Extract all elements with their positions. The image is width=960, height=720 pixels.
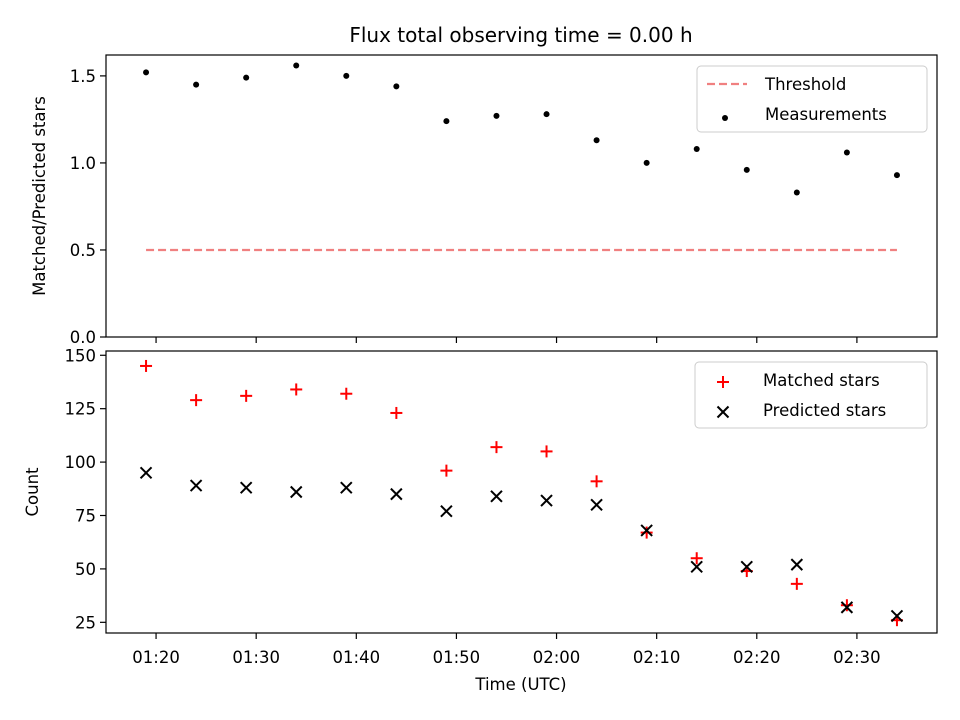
predicted-star-marker-b (340, 481, 353, 494)
predicted-star-marker (890, 609, 904, 623)
measurement-point (693, 146, 700, 152)
predicted-star-marker (590, 498, 603, 512)
predicted-star-marker-b (590, 498, 603, 512)
predicted-star-marker-b (239, 481, 253, 494)
plot-frame (105, 54, 938, 338)
y-tick-label: 25 (75, 613, 96, 632)
x-tick-label: 01:50 (433, 648, 481, 667)
measurement-point (393, 83, 400, 90)
y-tick-label: 0.5 (70, 241, 96, 260)
predicted-star-marker-b (790, 558, 804, 571)
legend-label: Predicted stars (763, 401, 886, 420)
matched-star-marker (390, 406, 403, 419)
legend-box (694, 361, 928, 429)
matched-star-marker (290, 383, 303, 396)
predicted-star-marker-b (290, 485, 303, 499)
measurement-point (243, 74, 250, 81)
predicted-star-marker-b (690, 560, 703, 573)
matched-star-marker (840, 599, 853, 612)
measurement-point (543, 111, 550, 118)
predicted-star-marker (790, 558, 804, 571)
predicted-star-marker (740, 560, 753, 573)
predicted-star-marker-b (540, 494, 553, 507)
plot-frame (105, 350, 938, 634)
measurement-point (443, 118, 450, 125)
y-tick-label: 75 (75, 507, 96, 526)
matched-star-marker (590, 475, 603, 488)
predicted-star-marker-b (840, 601, 854, 614)
x-tick-label: 01:20 (132, 648, 180, 667)
measurement-point (593, 137, 600, 144)
top-panel: 0.0 0.5 1.0 1.5 Threshold Measurements (70, 54, 938, 347)
y-tick-label: 50 (75, 560, 96, 579)
y-tick-label: 1.0 (70, 154, 96, 173)
measurement-point (493, 112, 500, 119)
predicted-star-marker (239, 481, 253, 494)
measurement-point (643, 159, 650, 166)
y-tick-label: 100 (65, 453, 97, 472)
predicted-star-marker (690, 560, 703, 573)
measurement-point (843, 149, 850, 156)
bottom-y-axis-label: Count (23, 467, 42, 517)
predicted-star-marker (139, 466, 153, 479)
x-tick-label: 01:40 (333, 648, 381, 667)
matched-star-marker (540, 445, 553, 458)
predicted-star-marker (440, 505, 453, 518)
top-chart-title: Flux total observing time = 0.00 h (349, 23, 692, 47)
predicted-star-marker-b (640, 524, 653, 537)
measurement-point (143, 69, 150, 76)
matched-star-marker (490, 441, 503, 454)
matched-star-marker (340, 387, 353, 400)
matched-star-marker (190, 394, 203, 407)
top-y-axis-label: Matched/Predicted stars (30, 96, 49, 296)
matched-star-marker (440, 464, 453, 477)
legend-label: Measurements (765, 105, 887, 124)
matched-star-marker (640, 526, 653, 539)
measurement-point (743, 166, 750, 173)
x-tick-label: 01:30 (232, 648, 280, 667)
matched-star-marker (790, 577, 803, 590)
predicted-star-marker-b (490, 490, 503, 503)
x-axis-label: Time (UTC) (474, 675, 566, 694)
predicted-star-marker (189, 479, 203, 492)
legend-label: Threshold (764, 75, 846, 94)
predicted-star-marker-b (890, 609, 904, 623)
legend-measurement-swatch (722, 115, 728, 121)
matched-star-marker (240, 389, 253, 402)
predicted-star-marker (490, 490, 503, 503)
predicted-star-marker-b (139, 466, 153, 479)
matched-star-marker (690, 552, 703, 565)
predicted-star-marker (640, 524, 653, 537)
predicted-star-marker (390, 487, 403, 501)
measurement-point (293, 62, 300, 69)
measurement-point (893, 172, 900, 179)
measurement-point (343, 72, 350, 79)
predicted-star-marker (540, 494, 553, 507)
legend-label: Matched stars (763, 371, 880, 390)
y-tick-label: 150 (65, 346, 97, 365)
predicted-star-marker-b (440, 505, 453, 518)
predicted-star-marker (340, 481, 353, 494)
x-tick-label: 02:30 (833, 648, 881, 667)
matched-star-marker (140, 359, 153, 372)
legend-predicted-swatch-b (716, 405, 730, 419)
y-tick-label: 125 (65, 400, 97, 419)
measurement-point (193, 81, 200, 88)
x-tick-label: 02:20 (733, 648, 781, 667)
y-tick-label: 1.5 (70, 67, 96, 86)
y-tick-label: 0.0 (70, 328, 96, 347)
predicted-star-marker-b (740, 560, 753, 573)
predicted-star-marker (840, 601, 854, 614)
legend-box (696, 65, 928, 133)
measurement-point (793, 189, 800, 196)
bottom-panel: 25 50 75 100 125 150 01:20 01:30 01:40 01:50 02:00… (65, 346, 938, 667)
predicted-star-marker (290, 485, 303, 499)
x-tick-label: 02:10 (633, 648, 681, 667)
x-tick-label: 02:00 (533, 648, 581, 667)
predicted-star-marker-b (390, 487, 403, 501)
predicted-star-marker-b (189, 479, 203, 492)
